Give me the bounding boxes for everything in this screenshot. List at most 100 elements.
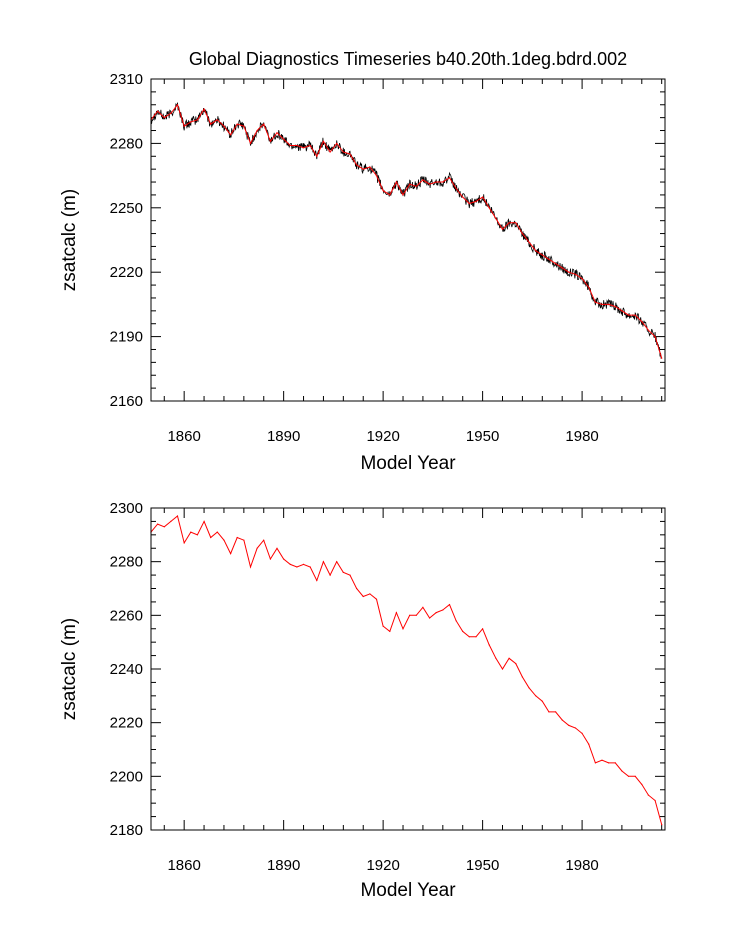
- x-tick-label: 1980: [565, 857, 598, 874]
- data-point: [442, 609, 444, 611]
- y-tick-label: 2220: [110, 264, 143, 281]
- data-point: [422, 179, 424, 181]
- data-point: [283, 138, 285, 140]
- data-point: [163, 117, 165, 119]
- data-point: [349, 574, 351, 576]
- data-point: [375, 598, 378, 600]
- data-point: [614, 762, 616, 764]
- data-point: [243, 539, 245, 541]
- data-point: [641, 321, 643, 323]
- data-point: [336, 561, 338, 563]
- data-point: [435, 181, 437, 183]
- data-point: [176, 104, 179, 106]
- top-panel: 1860 1890 1920 1950 1980 2160 2190 2220 2250 2280…: [59, 71, 666, 474]
- data-point: [216, 119, 218, 121]
- data-point: [621, 770, 623, 772]
- data-point: [548, 258, 550, 260]
- data-point: [548, 711, 550, 713]
- data-point: [627, 775, 630, 777]
- data-point: [402, 194, 404, 196]
- data-point: [336, 142, 338, 144]
- x-tick-label: 1950: [466, 857, 499, 874]
- data-point: [402, 628, 404, 630]
- data-point: [296, 566, 298, 568]
- x-tick-label: 1860: [167, 857, 200, 874]
- data-point: [210, 123, 212, 125]
- data-point: [203, 108, 205, 110]
- data-point: [429, 617, 431, 619]
- data-point: [210, 536, 212, 539]
- data-point: [561, 267, 563, 269]
- data-point: [468, 636, 470, 638]
- data-point: [322, 561, 324, 563]
- bottom-panel-x-axis-label: Model Year: [360, 880, 456, 901]
- data-point: [329, 574, 331, 576]
- data-point: [369, 593, 371, 595]
- data-point: [263, 123, 265, 125]
- data-point: [661, 824, 663, 826]
- x-tick-label: 1950: [466, 428, 499, 445]
- data-point: [634, 775, 636, 777]
- data-point: [190, 531, 192, 533]
- bottom-panel-frame: [150, 507, 666, 831]
- y-tick-label: 2160: [110, 393, 143, 410]
- data-point: [608, 762, 610, 764]
- data-point: [157, 523, 159, 525]
- data-point: [627, 314, 630, 316]
- data-point: [429, 183, 431, 185]
- annual-series-line: [150, 515, 663, 825]
- data-point: [555, 711, 557, 713]
- data-point: [302, 147, 305, 149]
- x-tick-label: 1890: [267, 857, 300, 874]
- data-point: [495, 657, 497, 659]
- top-panel-frame: [150, 78, 666, 402]
- data-point: [236, 123, 238, 125]
- y-tick-label: 2200: [110, 768, 143, 785]
- data-point: [568, 724, 570, 727]
- data-point: [170, 520, 172, 523]
- data-point: [190, 121, 192, 123]
- bottom-panel-ticks: [151, 507, 665, 831]
- data-point: [468, 202, 470, 205]
- data-point: [501, 668, 504, 670]
- y-tick-label: 2280: [110, 554, 143, 571]
- data-point: [230, 134, 232, 136]
- data-point: [647, 794, 650, 796]
- data-point: [568, 271, 570, 273]
- data-point: [521, 676, 524, 678]
- data-point: [329, 151, 331, 153]
- x-tick-label: 1920: [366, 428, 399, 445]
- data-point: [641, 783, 643, 786]
- y-tick-label: 2190: [110, 329, 143, 346]
- data-point: [528, 241, 530, 243]
- x-tick-label: 1890: [267, 428, 300, 445]
- top-panel-y-axis-label: zsatcalc (m): [59, 189, 80, 291]
- data-point: [183, 542, 185, 544]
- data-point: [621, 310, 623, 312]
- data-point: [263, 539, 265, 541]
- data-point: [561, 719, 563, 721]
- bottom-panel-tick-labels: 1860 1890 1920 1950 1980 2180 2200 2220 2240 2260…: [110, 500, 599, 874]
- data-point: [269, 140, 271, 142]
- data-point: [455, 187, 457, 190]
- y-tick-label: 2250: [110, 200, 143, 217]
- data-point: [488, 207, 490, 209]
- data-point: [614, 305, 616, 308]
- data-point: [462, 196, 464, 198]
- data-point: [475, 636, 477, 638]
- data-point: [230, 553, 232, 555]
- data-point: [342, 151, 344, 153]
- top-panel-series: [150, 102, 663, 359]
- data-point: [508, 657, 510, 659]
- data-point: [395, 181, 397, 183]
- data-point: [541, 254, 543, 256]
- data-point: [654, 799, 656, 802]
- data-point: [382, 190, 384, 192]
- data-point: [594, 762, 597, 764]
- data-point: [316, 155, 318, 157]
- data-point: [588, 286, 590, 288]
- data-point: [276, 132, 278, 134]
- data-point: [176, 515, 179, 517]
- data-point: [448, 604, 451, 606]
- data-point: [236, 536, 238, 539]
